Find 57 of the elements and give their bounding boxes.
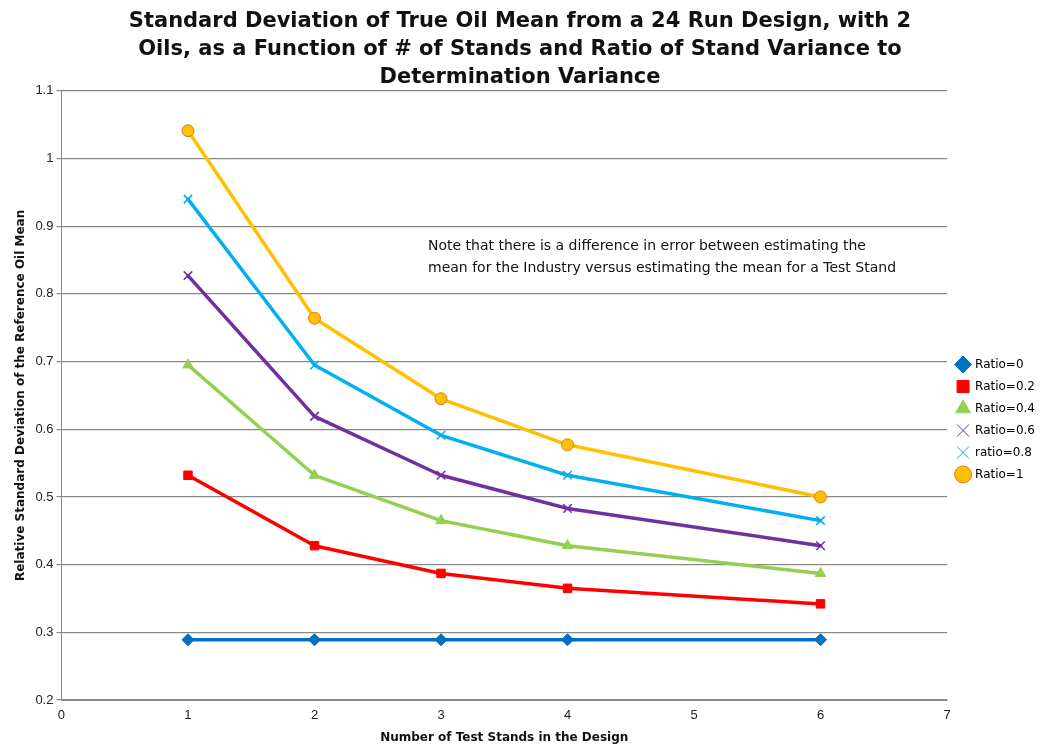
point (814, 566, 827, 577)
point (309, 411, 320, 422)
point (181, 633, 195, 647)
y-tick-label: 0.3 (35, 623, 54, 639)
point (182, 358, 194, 369)
x-tick-label: 6 (816, 707, 825, 723)
point (183, 470, 193, 481)
point (562, 470, 573, 481)
point (814, 633, 828, 647)
point (562, 583, 573, 594)
y-tick-label: 0.5 (35, 488, 54, 504)
point (815, 515, 826, 526)
x-tick-label: 2 (310, 707, 319, 723)
x-tick-label: 5 (690, 707, 698, 723)
point (436, 430, 446, 441)
point (308, 633, 321, 647)
point (815, 599, 826, 609)
legend-label: Ratio=1 (975, 466, 1024, 481)
y-tick-label: 0.7 (35, 353, 54, 369)
point (814, 490, 828, 504)
point (435, 514, 447, 525)
point (434, 633, 448, 647)
legend-label: Ratio=0.6 (975, 422, 1036, 437)
x-tick-label: 7 (943, 707, 951, 723)
y-tick-label: 0.9 (35, 217, 54, 233)
point (561, 539, 574, 550)
point (434, 392, 448, 406)
legend-label: Ratio=0 (975, 356, 1024, 371)
legend-label: ratio=0.8 (975, 444, 1032, 459)
point (182, 194, 193, 205)
y-tick-label: 1.1 (35, 82, 54, 98)
point (308, 311, 321, 325)
legend-label: Ratio=0.2 (975, 378, 1036, 393)
annotation: Note that there is a difference in error between estimating the mean for the Industry versus estimating the mean for a Test Stand (428, 236, 897, 277)
x-axis-title: Number of Test Stands in the Design (380, 729, 629, 744)
point (815, 540, 826, 551)
point (436, 568, 446, 579)
point (561, 438, 575, 452)
point (181, 124, 195, 138)
point (562, 503, 573, 514)
point (309, 359, 320, 370)
legend-label: Ratio=0.4 (975, 400, 1036, 415)
y-tick-label: 0.4 (35, 556, 54, 572)
x-tick-label: 1 (184, 707, 192, 723)
point (561, 633, 575, 647)
point (436, 470, 446, 481)
y-tick-label: 0.2 (35, 691, 54, 707)
y-tick-label: 0.8 (35, 285, 54, 301)
chart-title: Standard Deviation of True Oil Mean from a 24 Run Design, with 2 Oils, as a Function of # of Stands and Ratio of Stand Variance to Determination Variance (127, 7, 913, 90)
y-tick-label: 0.6 (35, 420, 54, 436)
point (182, 270, 193, 281)
point (309, 540, 320, 551)
x-tick-label: 4 (563, 707, 572, 723)
x-tick-label: 3 (437, 707, 445, 723)
y-axis-title: Relative Standard Deviation of the Reference Oil Mean (13, 209, 28, 582)
x-tick-label: 0 (57, 707, 66, 723)
y-tick-label: 1 (46, 150, 54, 166)
